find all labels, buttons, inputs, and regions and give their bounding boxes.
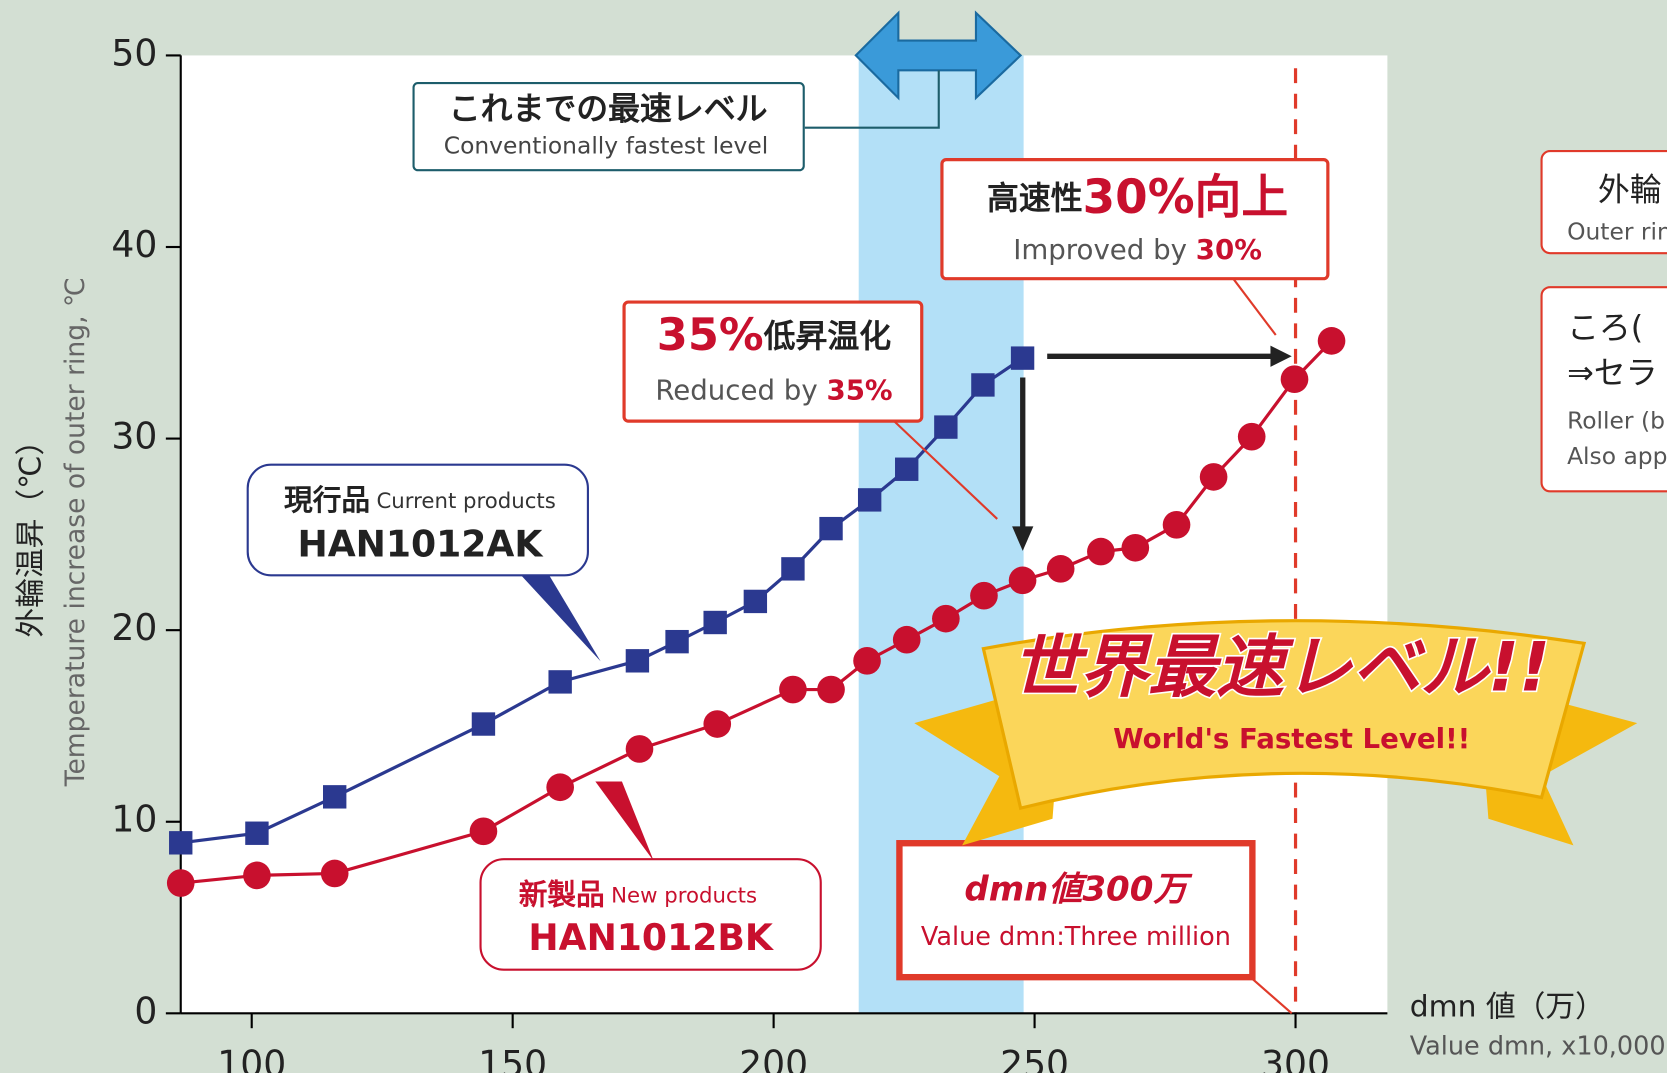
- side-text: ころ(: [1567, 309, 1643, 347]
- side-text: 外輪: [1598, 171, 1662, 209]
- callout-text: 低昇温化: [763, 317, 892, 355]
- series-label-text: New products: [611, 883, 757, 908]
- y-tick-label: 20: [111, 606, 157, 649]
- x-axis-title: dmn 値（万）: [1410, 990, 1605, 1025]
- point: [546, 773, 574, 801]
- point: [472, 712, 495, 735]
- callout-text: これまでの最速レベル: [449, 90, 768, 128]
- point: [1318, 327, 1346, 355]
- side-text: Also app: [1567, 442, 1667, 470]
- series-label-text: Current products: [376, 489, 555, 514]
- callout-text: Conventionally fastest level: [444, 131, 768, 159]
- point: [744, 590, 767, 613]
- point: [703, 611, 726, 634]
- callout-text: 35%低昇温化: [657, 309, 891, 361]
- point: [470, 817, 498, 845]
- point: [779, 676, 807, 704]
- point: [548, 670, 571, 693]
- callout-text: 30%: [1196, 233, 1262, 266]
- x-tick-label: 250: [1000, 1042, 1069, 1073]
- point: [169, 831, 192, 854]
- callout-text: Improved by: [1013, 233, 1196, 266]
- point: [323, 785, 346, 808]
- callout-text: Reduced by 35%: [655, 373, 892, 406]
- point: [665, 630, 688, 653]
- y-tick-label: 0: [134, 989, 157, 1032]
- banner-text: 世界最速レベル!!: [1012, 629, 1550, 708]
- callout-text: Value dmn:Three million: [921, 922, 1231, 952]
- callout-text: 高速性: [987, 179, 1083, 217]
- point: [626, 649, 649, 672]
- point: [167, 869, 195, 897]
- y-tick-label: 50: [111, 31, 157, 74]
- callout-text: 高速性30%向上: [987, 171, 1288, 225]
- point: [1087, 538, 1115, 566]
- point: [1163, 511, 1191, 539]
- callout-text: 35%: [657, 309, 764, 361]
- point: [853, 647, 881, 675]
- x-tick-label: 100: [217, 1042, 286, 1073]
- point: [893, 626, 921, 654]
- point: [321, 860, 349, 888]
- x-tick-label: 200: [739, 1042, 808, 1073]
- series-label-text: 新製品: [519, 877, 605, 911]
- point: [971, 373, 994, 396]
- y-axis-title: 外輪温昇（℃）: [13, 426, 48, 638]
- point: [819, 517, 842, 540]
- side-text: ⇒セラ: [1567, 353, 1657, 391]
- point: [1009, 567, 1037, 595]
- side-text: Outer rin: [1567, 217, 1667, 245]
- callout-text: dmn値300万: [964, 870, 1193, 910]
- point: [781, 557, 804, 580]
- point: [970, 582, 998, 610]
- series-label-text: HAN1012BK: [528, 916, 775, 959]
- series-label-text: HAN1012AK: [297, 523, 544, 566]
- point: [243, 862, 271, 890]
- callout: [899, 843, 1252, 977]
- point: [934, 415, 957, 438]
- point: [817, 676, 845, 704]
- point: [1121, 534, 1149, 562]
- series-label-text: 現行品: [284, 483, 370, 517]
- point: [1047, 555, 1075, 583]
- x-tick-label: 150: [478, 1042, 547, 1073]
- callout-text: 30%向上: [1083, 171, 1288, 225]
- point: [1238, 423, 1266, 451]
- y-tick-label: 30: [111, 415, 157, 458]
- x-tick-label: 300: [1261, 1042, 1330, 1073]
- point: [1011, 346, 1034, 369]
- point: [626, 735, 654, 763]
- point: [1200, 463, 1228, 491]
- y-axis-title: Temperature increase of outer ring, ℃: [60, 277, 91, 787]
- point: [245, 822, 268, 845]
- point: [932, 605, 960, 633]
- banner-text: World's Fastest Level!!: [1113, 722, 1470, 755]
- callout-text: Reduced by: [655, 373, 826, 406]
- point: [895, 458, 918, 481]
- y-tick-label: 40: [111, 223, 157, 266]
- point: [858, 488, 881, 511]
- point: [703, 710, 731, 738]
- point: [1281, 365, 1309, 393]
- x-axis-title: Value dmn, x10,000: [1410, 1031, 1666, 1061]
- callout-text: 35%: [826, 373, 892, 406]
- chart: 0 10 20 30 40 50 100 150 200 250 300 これまでの最速レベル Co…: [0, 0, 1667, 1073]
- callout-text: Improved by 30%: [1013, 233, 1262, 266]
- y-tick-label: 10: [111, 798, 157, 841]
- side-text: Roller (b: [1567, 407, 1665, 435]
